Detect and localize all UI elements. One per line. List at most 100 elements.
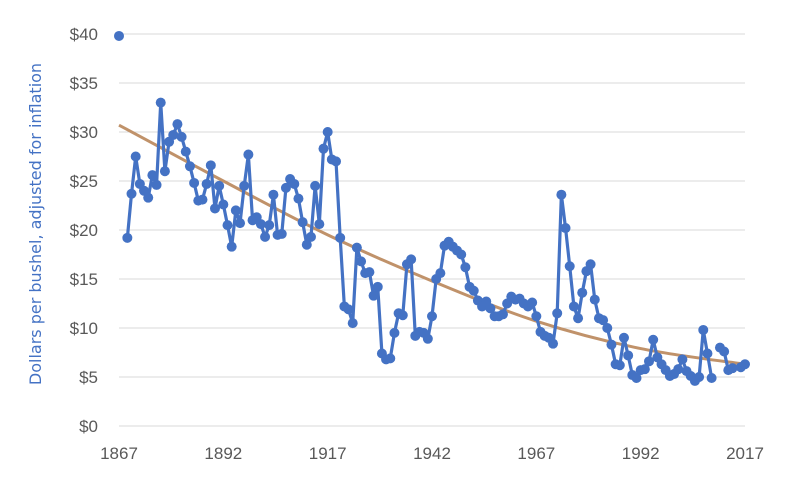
x-tick-label: 1892 — [204, 444, 242, 463]
data-point — [243, 149, 254, 160]
data-point — [435, 268, 446, 279]
data-point — [264, 220, 275, 231]
y-tick-label: $30 — [70, 123, 98, 142]
x-tick-label: 1867 — [100, 444, 138, 463]
data-point — [280, 182, 291, 193]
data-point — [172, 119, 183, 130]
data-point — [189, 177, 200, 188]
data-point — [268, 189, 279, 200]
y-tick-label: $5 — [79, 368, 98, 387]
data-point — [727, 363, 738, 374]
gridlines — [119, 33, 745, 427]
data-point — [706, 372, 717, 383]
data-point — [639, 364, 650, 375]
data-point — [143, 192, 154, 203]
data-point — [255, 219, 266, 230]
data-point — [343, 304, 354, 315]
data-point — [114, 30, 124, 41]
x-axis-tick-labels: 1867 1892 1917 1942 1967 1992 2017 — [100, 444, 764, 463]
x-tick-label: 1992 — [622, 444, 660, 463]
data-point — [155, 97, 166, 108]
data-point — [364, 267, 375, 278]
y-tick-label: $15 — [70, 270, 98, 289]
data-point — [197, 194, 208, 205]
x-tick-label: 1967 — [517, 444, 555, 463]
data-point — [552, 308, 563, 319]
data-point — [351, 242, 362, 253]
data-point — [644, 356, 655, 367]
data-point — [694, 372, 705, 382]
data-point — [589, 294, 600, 305]
data-point — [301, 239, 312, 250]
data-point — [368, 290, 379, 301]
data-point — [385, 353, 396, 364]
data-point — [618, 332, 629, 343]
data-point — [226, 241, 237, 252]
data-point — [406, 254, 417, 265]
data-point — [276, 228, 287, 239]
data-point — [598, 315, 609, 326]
data-point — [305, 231, 316, 242]
data-point — [335, 232, 346, 243]
data-point — [585, 259, 596, 270]
data-point — [614, 360, 625, 371]
data-point — [560, 223, 571, 234]
data-point — [648, 334, 659, 345]
data-point — [159, 166, 170, 177]
data-point — [564, 261, 575, 272]
y-tick-label: $0 — [79, 417, 98, 436]
data-point — [297, 217, 308, 228]
series-layer — [114, 30, 750, 386]
data-point — [151, 179, 162, 190]
data-point — [568, 301, 579, 312]
data-point — [201, 178, 212, 189]
data-point — [456, 249, 467, 260]
data-point — [497, 309, 508, 320]
data-point — [623, 350, 634, 361]
data-point — [422, 333, 433, 344]
y-axis-title: Dollars per bushel, adjusted for inflati… — [26, 63, 45, 385]
data-point — [698, 324, 709, 335]
data-point — [677, 354, 688, 365]
y-tick-label: $40 — [70, 25, 98, 44]
data-point — [239, 180, 250, 191]
data-point — [235, 218, 246, 229]
data-point — [289, 178, 300, 189]
data-point — [222, 220, 233, 231]
data-point — [397, 310, 408, 321]
data-point — [209, 203, 220, 214]
data-point — [230, 205, 241, 216]
data-point — [126, 188, 137, 199]
data-point — [314, 219, 325, 230]
data-point — [485, 303, 496, 314]
data-point — [356, 256, 367, 267]
y-tick-label: $20 — [70, 221, 98, 240]
data-point — [260, 231, 271, 242]
data-point — [740, 359, 750, 370]
y-tick-label: $35 — [70, 74, 98, 93]
data-point — [180, 146, 191, 157]
data-point — [673, 364, 684, 375]
data-point — [527, 297, 538, 308]
data-point — [548, 338, 559, 349]
data-point — [573, 313, 584, 324]
data-point — [556, 189, 567, 200]
data-point — [214, 180, 225, 191]
data-point — [322, 127, 333, 137]
data-point — [577, 287, 588, 298]
y-tick-label: $10 — [70, 319, 98, 338]
y-axis-tick-labels: $0 $5 $10 $15 $20 $25 $30 $35 $40 — [70, 25, 98, 436]
data-point — [719, 346, 730, 357]
data-point — [631, 372, 642, 383]
data-point — [218, 199, 229, 210]
x-tick-label: 2017 — [726, 444, 764, 463]
data-point — [318, 143, 329, 154]
data-point — [602, 323, 613, 333]
data-point — [331, 156, 342, 167]
x-tick-label: 1917 — [309, 444, 347, 463]
data-point — [531, 311, 542, 322]
data-point — [176, 131, 187, 142]
data-point — [130, 151, 141, 162]
data-point — [427, 311, 437, 322]
data-point — [372, 281, 383, 292]
